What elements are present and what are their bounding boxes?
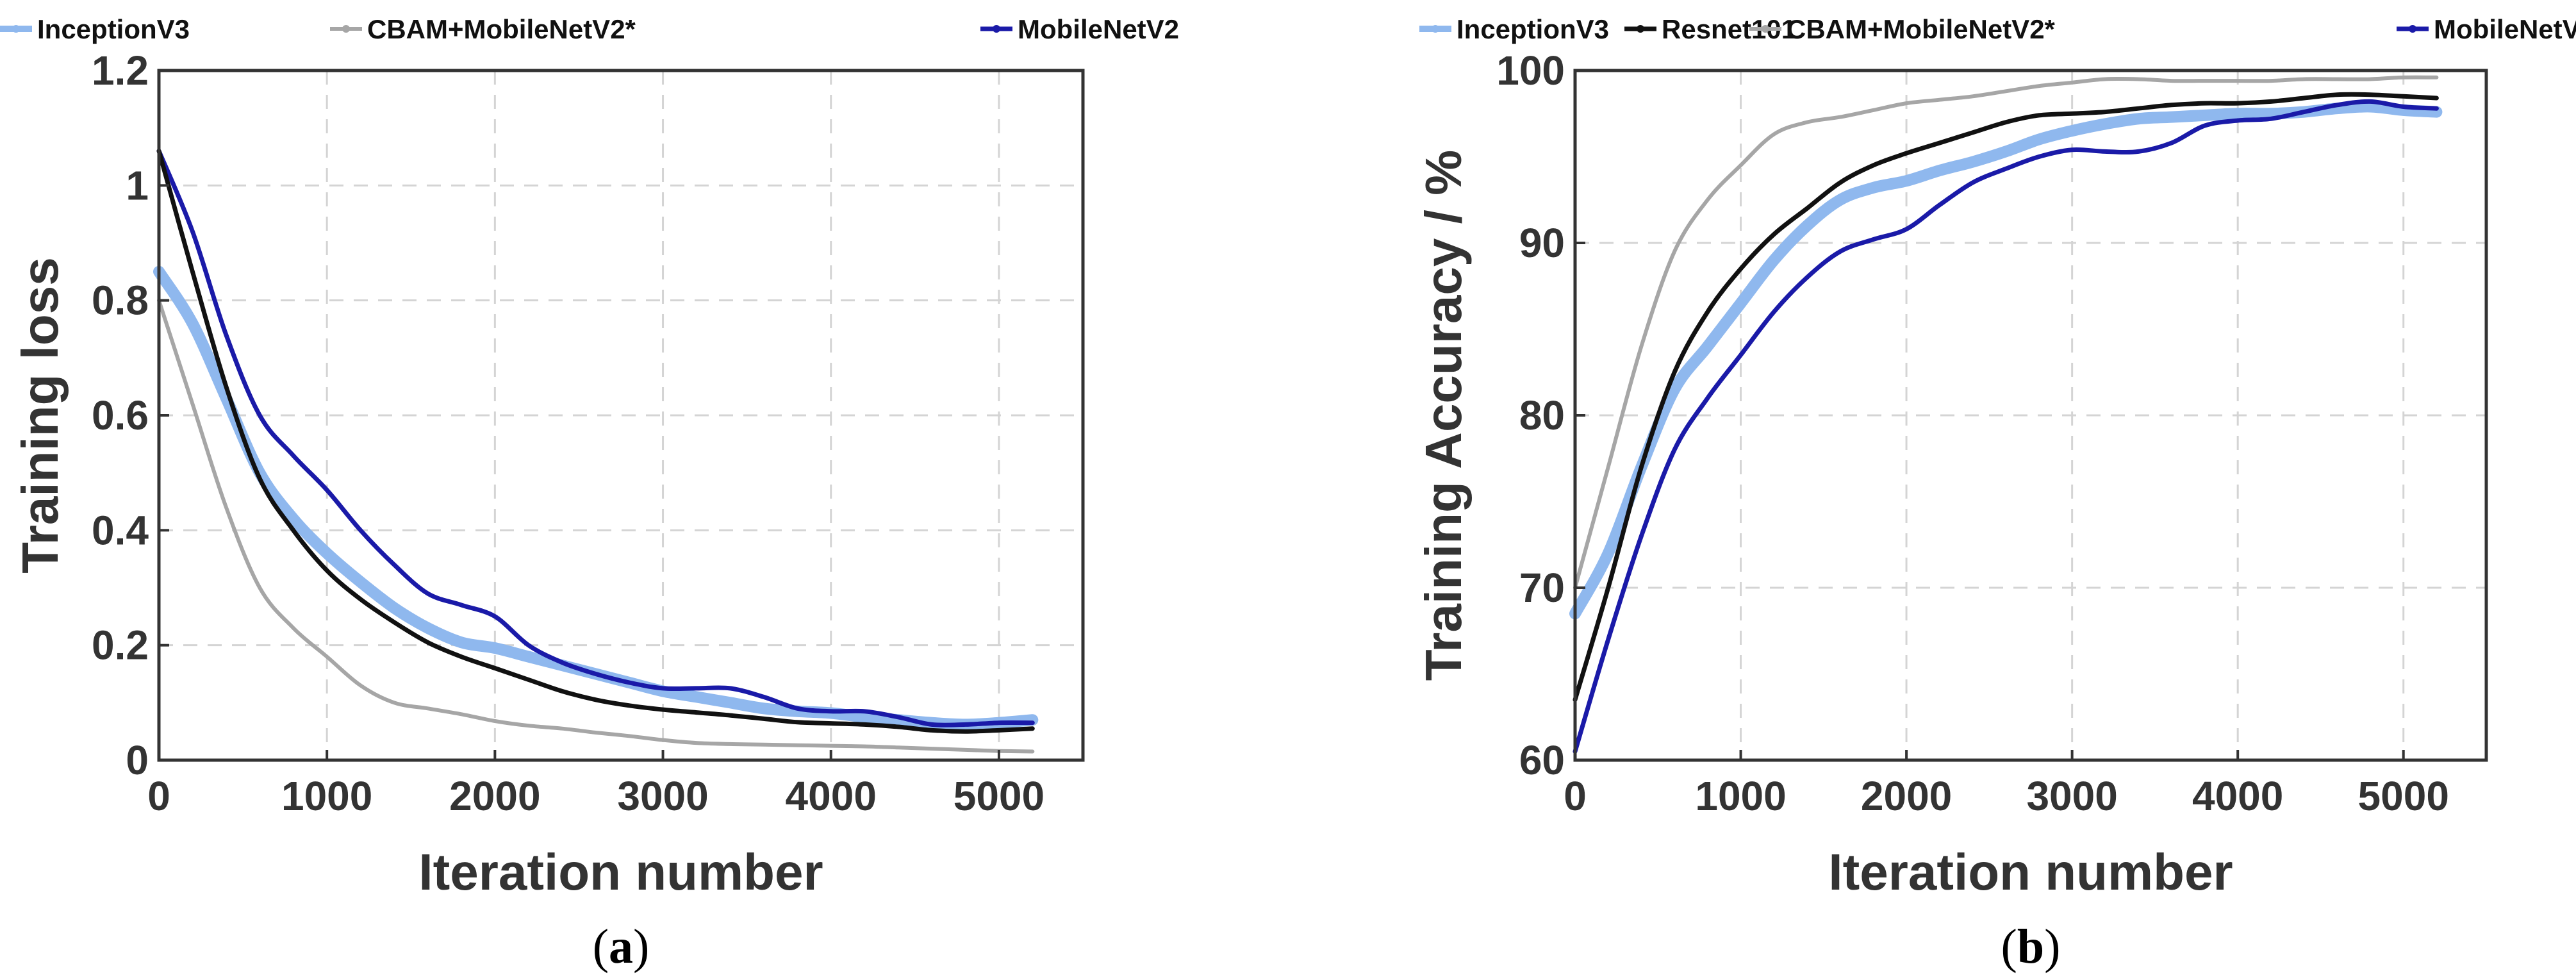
panel-a-caption-open: (: [593, 920, 609, 974]
panel-b-y-tick-label: 80: [1519, 392, 1565, 438]
panel-a-legend-label-mobilenetv2: MobileNetV2: [1018, 14, 1179, 44]
panel-a-legend-marker-resnet101: [1637, 25, 1644, 33]
panel-a-x-tick-label: 5000: [954, 773, 1044, 819]
panel-b-series-mobilenetv2: [1573, 99, 2439, 754]
panel-a-y-axis-label: Training loss: [12, 257, 69, 573]
panel-a-series-inceptionv3: [153, 265, 1039, 731]
panel-a-caption-close: ): [633, 920, 649, 974]
panel-a-legend-marker-mobilenetv2: [993, 25, 1000, 33]
panel-b-y-tick-label: 90: [1519, 220, 1565, 266]
panel-a-legend-label-inceptionv3: InceptionV3: [37, 14, 190, 44]
panel-a-grid: [159, 71, 1083, 760]
panel-a-y-tick-label: 0: [126, 737, 149, 783]
panel-a-x-tick-label: 2000: [449, 773, 540, 819]
panel-a-x-tick-label: 1000: [281, 773, 372, 819]
panel-a-caption-letter: a: [609, 920, 633, 974]
panel-a-x-tick-label: 0: [147, 773, 170, 819]
panel-b-legend: InceptionV3CBAM+MobileNetV2*MobileNetV2R…: [1419, 14, 2576, 44]
panel-a-y-tick-label: 1: [126, 162, 149, 208]
panel-b-legend-label-mobilenetv2: MobileNetV2: [2434, 14, 2576, 44]
panel-b-y-axis-label: Training Accuracy / %: [1415, 150, 1472, 681]
panel-a-series-resnet101: [156, 149, 1035, 734]
panel-a-x-tick-label: 3000: [617, 773, 708, 819]
panel-a-caption: (a): [593, 920, 650, 974]
panel-b-legend-marker-mobilenetv2: [2409, 25, 2416, 33]
panel-b-y-tick-label: 70: [1519, 565, 1565, 611]
panel-b-series-resnet101: [1573, 92, 2439, 702]
panel-a-series-mobilenetv2: [156, 149, 1035, 727]
panel-b-x-tick-label: 1000: [1695, 773, 1786, 819]
panel-a-y-tick-label: 0.4: [92, 507, 149, 553]
panel-b-x-tick-label: 4000: [2192, 773, 2283, 819]
panel-a-series-cbam-mobilenetv2: [157, 298, 1035, 754]
panel-b-legend-label-inceptionv3: InceptionV3: [1457, 14, 1609, 44]
panel-a-x-tick-label: 4000: [786, 773, 877, 819]
panel-b-series-cbam-mobilenetv2: [1573, 75, 2439, 590]
panel-b-caption-letter: b: [2017, 920, 2044, 974]
panel-a-y-tick-label: 0.6: [92, 392, 149, 438]
panel-a-legend-label-cbam-mobilenetv2: CBAM+MobileNetV2*: [367, 14, 636, 44]
panel-b-x-axis-label: Iteration number: [1828, 843, 2233, 901]
panel-b-legend-marker-inceptionv3: [1432, 25, 1439, 33]
panel-b-x-tick-label: 3000: [2026, 773, 2117, 819]
panel-b-x-tick-label: 5000: [2358, 773, 2449, 819]
panel-a-ticks: 0 1000 2000 3000 4000 5000 0 0.2 0.4 0.6 0.8 1 1.2: [92, 47, 1044, 819]
panel-b-caption-open: (: [2001, 920, 2017, 974]
panel-a-legend-marker-cbam-mobilenetv2: [342, 25, 350, 33]
panel-b-training-accuracy: 0 1000 2000 3000 4000 5000 60 70 80 90 100 Incepti…: [1415, 14, 2576, 974]
panel-a-x-axis-label: Iteration number: [418, 843, 823, 901]
panel-b-grid: [1575, 71, 2486, 760]
panel-b-caption: (b): [2001, 920, 2061, 974]
panel-b-x-tick-label: 2000: [1861, 773, 1952, 819]
panel-b-series-lines: [1569, 75, 2443, 754]
panel-a-y-tick-label: 0.2: [92, 622, 149, 669]
panel-a-legend: InceptionV3 CBAM+MobileNetV2* MobileNetV2 R…: [0, 14, 1796, 44]
panel-b-ticks: 0 1000 2000 3000 4000 5000 60 70 80 90 100: [1496, 47, 2449, 819]
panel-b-legend-label-cbam-mobilenetv2: CBAM+MobileNetV2*: [1787, 14, 2056, 44]
panel-b-legend-marker-cbam-mobilenetv2: [1762, 25, 1769, 33]
panel-b-caption-close: ): [2044, 920, 2060, 974]
panel-b-y-tick-label: 100: [1496, 47, 1565, 94]
panel-a-y-tick-label: 1.2: [92, 47, 149, 94]
panel-a-series-lines: [153, 149, 1039, 754]
panel-a-y-tick-label: 0.8: [92, 278, 149, 324]
panel-b-y-tick-label: 60: [1519, 737, 1565, 783]
panel-b-series-inceptionv3: [1569, 101, 2443, 620]
panel-b-plot-frame: [1573, 69, 2488, 762]
panel-a-legend-marker-inceptionv3: [12, 25, 20, 33]
panel-b-x-tick-label: 0: [1564, 773, 1587, 819]
